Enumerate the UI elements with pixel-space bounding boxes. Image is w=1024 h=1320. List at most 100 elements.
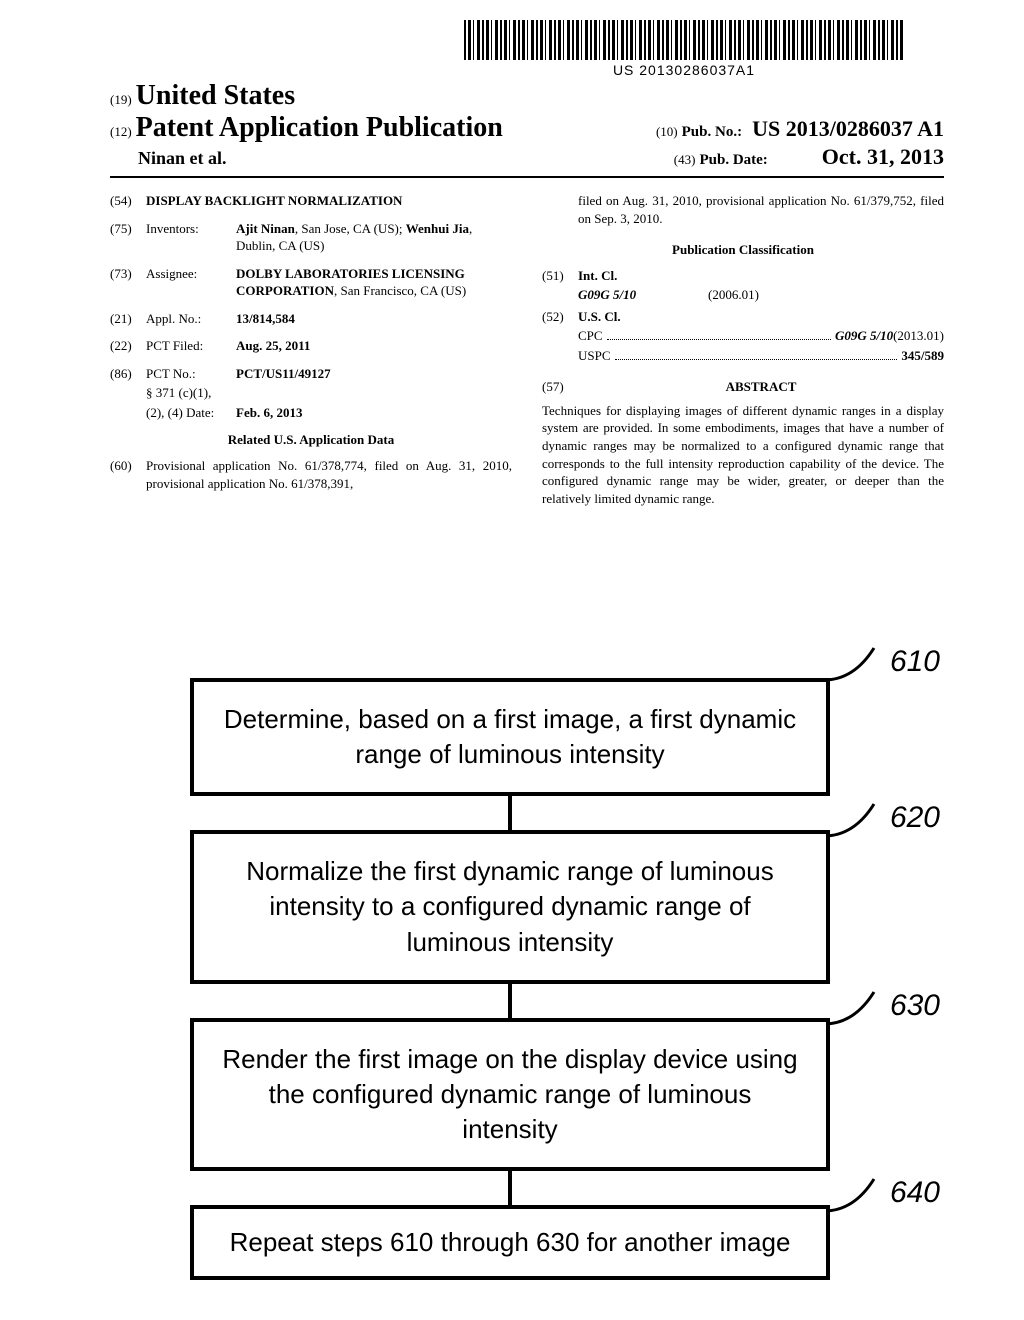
field-43-num: (43) [674, 152, 696, 167]
flowchart-step-610: 610 Determine, based on a first image, a… [190, 678, 830, 796]
bibliographic-data: (54) DISPLAY BACKLIGHT NORMALIZATION (75… [110, 192, 944, 507]
leader-curve-icon [824, 986, 884, 1026]
int-cl-code: G09G 5/10 [578, 286, 708, 304]
field-52-uspc: USPC 345/589 [542, 347, 944, 365]
uspc-code: 345/589 [901, 347, 944, 365]
int-cl-date: (2006.01) [708, 286, 759, 304]
field-75: (75) Inventors: Ajit Ninan, San Jose, CA… [110, 220, 512, 255]
cpc-line: CPC G09G 5/10 (2013.01) [578, 327, 944, 345]
connector-line [508, 796, 512, 830]
inventor-1-addr: , San Jose, CA (US); [295, 221, 406, 236]
sec-371-2-val: Feb. 6, 2013 [236, 404, 512, 422]
assignee: DOLBY LABORATORIES LICENSING CORPORATION… [236, 265, 512, 300]
field-73: (73) Assignee: DOLBY LABORATORIES LICENS… [110, 265, 512, 300]
field-52: (52) U.S. Cl. [542, 308, 944, 326]
barcode-text: US 20130286037A1 [464, 62, 904, 78]
pubno-label: Pub. No.: [682, 124, 742, 140]
connector-line [508, 1171, 512, 1205]
field-86-label: PCT No.: [146, 365, 236, 383]
step-620-box: Normalize the first dynamic range of lum… [190, 830, 830, 983]
pubdate-label: Pub. Date: [699, 152, 767, 168]
leader-curve-icon [824, 642, 884, 682]
header-rule [110, 176, 944, 178]
field-54-num: (54) [110, 192, 146, 210]
int-cl-label: Int. Cl. [578, 267, 944, 285]
field-52-cpc: CPC G09G 5/10 (2013.01) [542, 327, 944, 345]
biblio-right-column: filed on Aug. 31, 2010, provisional appl… [542, 192, 944, 507]
cpc-date: (2013.01) [893, 327, 944, 345]
step-630-box: Render the first image on the display de… [190, 1018, 830, 1171]
country: United States [136, 80, 295, 111]
field-60: (60) Provisional application No. 61/378,… [110, 457, 512, 492]
dotfill [615, 359, 898, 360]
title: DISPLAY BACKLIGHT NORMALIZATION [146, 192, 512, 210]
field-10-num: (10) [656, 124, 678, 139]
step-610-leader: 610 [824, 642, 940, 682]
inventor-2: Wenhui Jia [406, 221, 469, 236]
barcode-region: US 20130286037A1 [464, 20, 904, 78]
field-51-val: G09G 5/10 (2006.01) [542, 286, 944, 304]
assignee-addr: , San Francisco, CA (US) [334, 283, 466, 298]
step-610-box: Determine, based on a first image, a fir… [190, 678, 830, 796]
field-22: (22) PCT Filed: Aug. 25, 2011 [110, 337, 512, 355]
classification-heading: Publication Classification [542, 241, 944, 259]
publication-type: Patent Application Publication [136, 112, 503, 143]
header-right-pubno: (10) Pub. No.: US 2013/0286037 A1 [656, 116, 944, 142]
biblio-left-column: (54) DISPLAY BACKLIGHT NORMALIZATION (75… [110, 192, 512, 507]
inventor-1: Ajit Ninan [236, 221, 295, 236]
pubdate: Oct. 31, 2013 [822, 144, 944, 169]
authors-wrap: Ninan et al. [110, 148, 227, 169]
field-51-num: (51) [542, 267, 578, 285]
field-73-label: Assignee: [146, 265, 236, 300]
flowchart-connector: 620 [190, 796, 830, 830]
leader-curve-icon [824, 1173, 884, 1213]
cpc-label: CPC [578, 327, 603, 345]
field-21-num: (21) [110, 310, 146, 328]
step-640-label: 640 [890, 1176, 940, 1210]
header-line-1: (19) United States [110, 80, 944, 112]
connector-line [508, 984, 512, 1018]
pct-filed: Aug. 25, 2011 [236, 337, 512, 355]
pubno: US 2013/0286037 A1 [752, 116, 944, 141]
appl-no: 13/814,584 [236, 310, 512, 328]
sec-371-1: § 371 (c)(1), [146, 384, 512, 402]
uspc-line: USPC 345/589 [578, 347, 944, 365]
header-right-pubdate: (43) Pub. Date: Oct. 31, 2013 [674, 144, 944, 170]
provisional-apps: Provisional application No. 61/378,774, … [146, 457, 512, 492]
field-57-num: (57) [542, 378, 578, 396]
pct-no: PCT/US11/49127 [236, 365, 512, 383]
field-12-num: (12) [110, 124, 132, 139]
field-19-num: (19) [110, 92, 132, 107]
step-630-label: 630 [890, 989, 940, 1023]
flowchart-step-640: Repeat steps 610 through 630 for another… [190, 1205, 830, 1280]
sec-371-2-label: (2), (4) Date: [146, 404, 236, 422]
flowchart: 610 Determine, based on a first image, a… [130, 678, 890, 1280]
us-cl-label: U.S. Cl. [578, 308, 944, 326]
flowchart-step-630: Render the first image on the display de… [190, 1018, 830, 1171]
authors: Ninan et al. [138, 148, 227, 168]
field-22-label: PCT Filed: [146, 337, 236, 355]
step-620-leader: 620 [824, 798, 940, 838]
field-60-num: (60) [110, 457, 146, 492]
field-73-num: (73) [110, 265, 146, 300]
step-620-label: 620 [890, 801, 940, 835]
flowchart-connector: 640 [190, 1171, 830, 1205]
field-75-label: Inventors: [146, 220, 236, 255]
field-52-num: (52) [542, 308, 578, 326]
field-21-label: Appl. No.: [146, 310, 236, 328]
provisional-apps-cont: filed on Aug. 31, 2010, provisional appl… [542, 192, 944, 227]
field-86-num: (86) [110, 365, 146, 383]
field-51: (51) Int. Cl. [542, 267, 944, 285]
flowchart-connector: 630 [190, 984, 830, 1018]
dotfill [607, 339, 831, 340]
field-21: (21) Appl. No.: 13/814,584 [110, 310, 512, 328]
abstract-heading: ABSTRACT [578, 378, 944, 396]
barcode [464, 20, 904, 60]
cpc-code: G09G 5/10 [835, 327, 893, 345]
step-640-leader: 640 [824, 1173, 940, 1213]
header-line-3: Ninan et al. (43) Pub. Date: Oct. 31, 20… [110, 144, 944, 170]
field-54: (54) DISPLAY BACKLIGHT NORMALIZATION [110, 192, 512, 210]
uspc-label: USPC [578, 347, 611, 365]
flowchart-step-620: Normalize the first dynamic range of lum… [190, 830, 830, 983]
inventors: Ajit Ninan, San Jose, CA (US); Wenhui Ji… [236, 220, 512, 255]
